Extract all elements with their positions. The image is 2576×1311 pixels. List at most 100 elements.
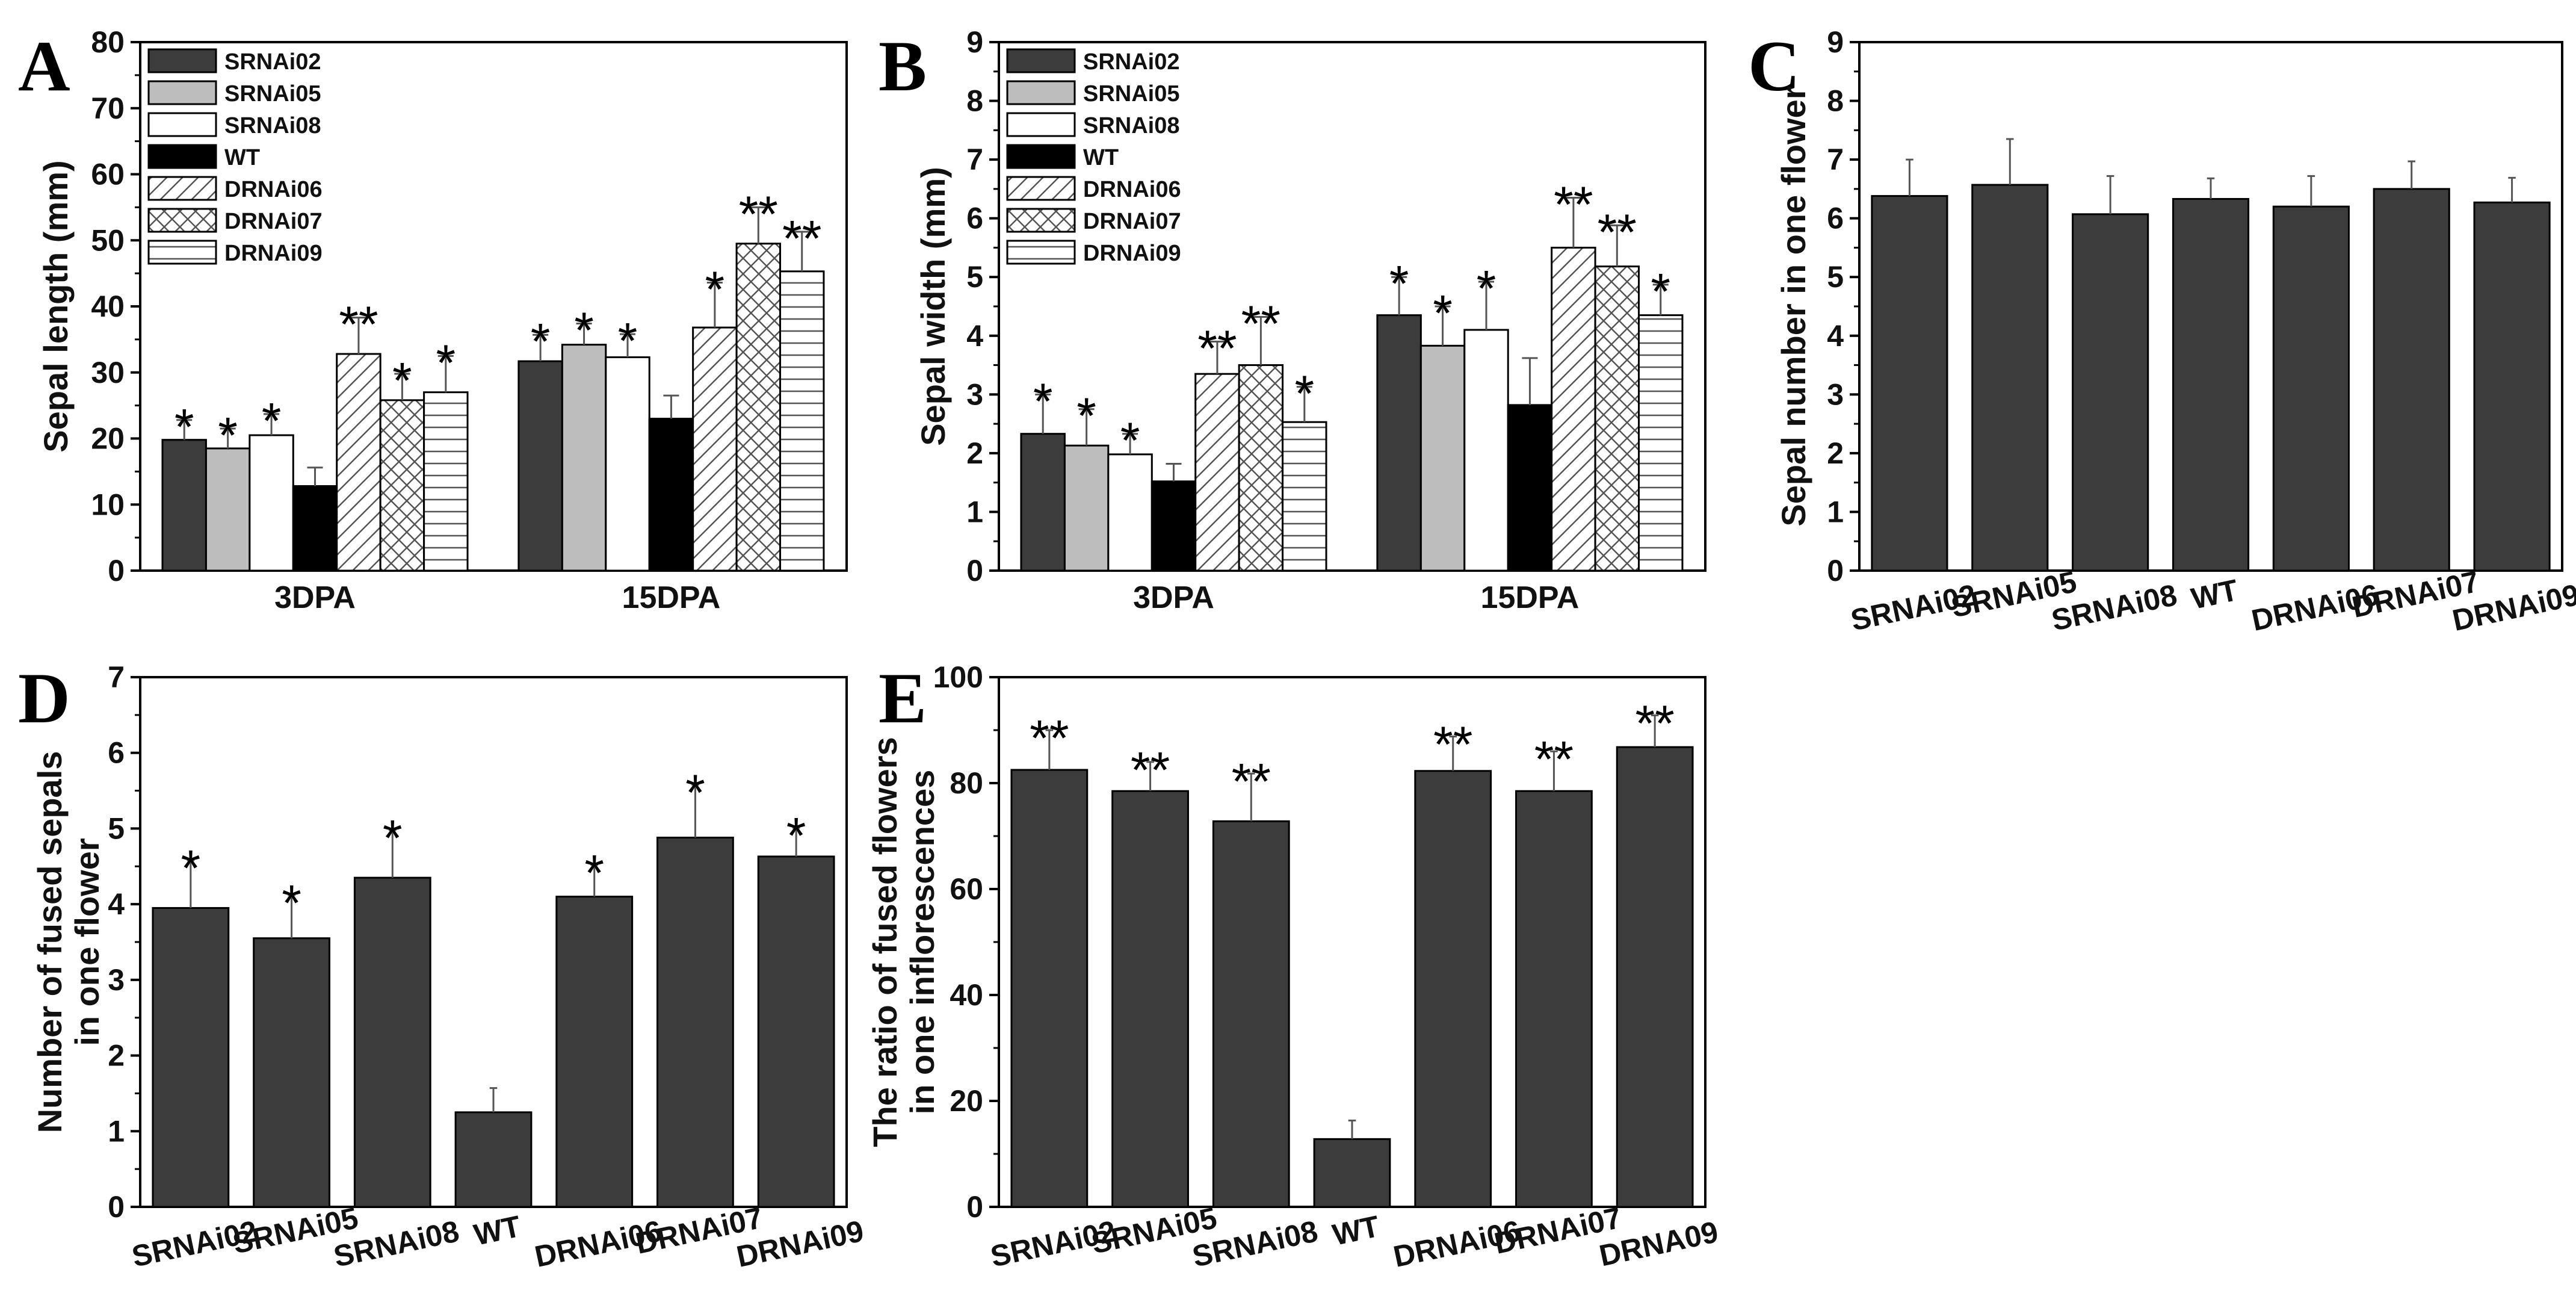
- bar-wt-15dpa: [648, 418, 694, 572]
- bar-srnai02-15dpa: [517, 360, 563, 572]
- y-tick-label: 8: [966, 84, 983, 118]
- x-category-label: WT: [471, 1209, 524, 1252]
- y-axis-title: Sepal length (mm): [37, 160, 75, 452]
- bar-srnai02: [1010, 769, 1089, 1208]
- y-tick-label: 10: [91, 488, 125, 521]
- bar-srnai05-3dpa: [205, 447, 251, 572]
- y-tick-label: 6: [966, 202, 983, 235]
- legend-swatch: [1006, 208, 1076, 233]
- y-tick-label: 40: [91, 290, 125, 323]
- x-category-label: 3DPA: [274, 580, 356, 615]
- y-tick-label: 1: [108, 1114, 125, 1148]
- bar-wt-3dpa: [1151, 480, 1197, 572]
- legend-label: SRNAi08: [224, 113, 321, 138]
- significance-label: **: [1030, 710, 1069, 766]
- y-axis-title: Number of fused sepalsin one flower: [31, 751, 106, 1133]
- bar-wt: [1313, 1138, 1391, 1208]
- significance-label: **: [1433, 716, 1472, 773]
- significance-label: *: [584, 845, 604, 901]
- y-tick-label: 100: [933, 660, 983, 694]
- legend-label: DRNAi07: [1083, 209, 1181, 234]
- bar-drna09: [1616, 746, 1694, 1208]
- legend-label: SRNAi02: [1083, 49, 1180, 75]
- bar-srnai08: [353, 876, 431, 1208]
- significance-label: **: [1131, 742, 1170, 798]
- bar-srnai05: [1111, 790, 1189, 1208]
- bar-srnai08-3dpa: [1107, 453, 1153, 572]
- bar-drnai07: [1515, 790, 1593, 1208]
- y-axis-title-line: The ratio of fused flowers: [866, 737, 904, 1147]
- legend-swatch: [147, 80, 217, 105]
- y-tick-label: 30: [91, 356, 125, 389]
- bar-drnai07: [2373, 188, 2450, 572]
- y-tick-label: 7: [1827, 143, 1844, 176]
- legend-label: DRNAi06: [224, 177, 323, 202]
- y-tick-label: 20: [950, 1084, 983, 1118]
- legend-swatch: [1006, 144, 1076, 169]
- legend-label: DRNAi09: [1083, 241, 1181, 266]
- bar-drnai09-3dpa: [1282, 421, 1327, 572]
- y-tick-label: 4: [966, 319, 983, 353]
- panel-letter: A: [18, 26, 70, 106]
- y-tick-label: 20: [91, 422, 125, 456]
- y-tick-label: 4: [1827, 319, 1844, 353]
- y-tick-label: 5: [966, 260, 983, 294]
- legend-swatch: [1006, 80, 1076, 105]
- significance-label: **: [739, 185, 778, 242]
- y-tick-label: 3: [108, 963, 125, 997]
- legend-label: DRNAi07: [224, 209, 323, 234]
- y-tick-label: 80: [91, 25, 125, 59]
- legend-swatch: [1006, 176, 1076, 201]
- legend-label: WT: [1083, 145, 1119, 170]
- significance-label: *: [1294, 365, 1314, 422]
- panel-letter: D: [18, 658, 70, 738]
- chart-panel-d: D 0 1 2 3 4 5 6 7 Number of fused sepalsin one fl…: [18, 658, 866, 1274]
- legend-swatch: [147, 176, 217, 201]
- bar-wt: [454, 1111, 533, 1208]
- y-axis-title-line: in one flower: [68, 838, 106, 1046]
- y-tick-label: 70: [91, 91, 125, 125]
- significance-label: *: [618, 312, 638, 369]
- bar-srnai05-3dpa: [1063, 444, 1110, 572]
- significance-label: *: [1076, 388, 1096, 444]
- legend-label: SRNAi08: [1083, 113, 1180, 138]
- y-tick-label: 0: [966, 1190, 983, 1224]
- y-tick-label: 6: [108, 736, 125, 770]
- significance-label: *: [685, 764, 705, 821]
- x-category-label: WT: [2188, 573, 2241, 616]
- legend-swatch: [1006, 48, 1076, 73]
- legend-label: DRNAi09: [224, 241, 323, 266]
- legend-label: WT: [224, 145, 260, 170]
- y-tick-label: 5: [108, 811, 125, 845]
- y-tick-label: 80: [950, 766, 983, 800]
- bar-drnai06-3dpa: [336, 353, 381, 572]
- legend-label: SRNAi02: [224, 49, 321, 75]
- bar-drnai09: [757, 855, 835, 1208]
- y-tick-label: 0: [966, 554, 983, 587]
- x-category-label: 15DPA: [622, 580, 721, 615]
- significance-label: *: [1120, 412, 1140, 469]
- significance-label: **: [339, 296, 378, 353]
- y-tick-label: 3: [1827, 377, 1844, 411]
- y-tick-label: 50: [91, 223, 125, 257]
- y-tick-label: 60: [950, 872, 983, 906]
- significance-label: *: [262, 392, 282, 449]
- legend-swatch: [147, 240, 217, 265]
- bar-drnai09: [2473, 201, 2551, 572]
- bar-drnai07-15dpa: [1594, 265, 1640, 572]
- y-tick-label: 7: [966, 143, 983, 176]
- legend-swatch: [147, 48, 217, 73]
- significance-label: *: [1433, 285, 1453, 341]
- significance-label: **: [1554, 176, 1593, 233]
- bar-drnai06-15dpa: [692, 326, 738, 572]
- significance-label: **: [1534, 731, 1574, 787]
- significance-label: *: [282, 875, 301, 931]
- bar-drnai06: [2272, 205, 2350, 572]
- bar-srnai05: [253, 937, 330, 1208]
- significance-label: **: [1232, 753, 1271, 810]
- significance-label: **: [1197, 320, 1237, 377]
- bar-drnai09-3dpa: [423, 391, 469, 572]
- panel-letter: E: [879, 658, 927, 738]
